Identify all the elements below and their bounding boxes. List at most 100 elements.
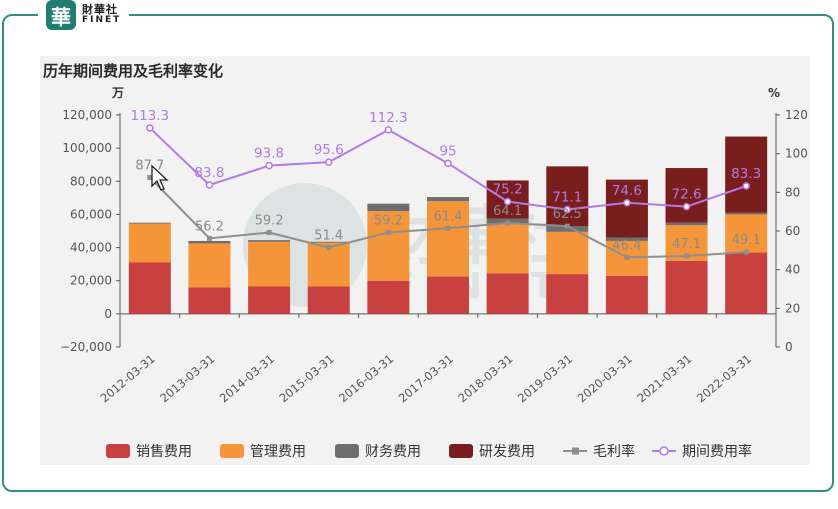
bar-finance xyxy=(128,222,171,224)
expense-rate-label: 95.6 xyxy=(314,142,344,158)
expense-rate-label: 75.2 xyxy=(493,182,523,198)
gross-margin-point xyxy=(564,223,570,229)
gross-margin-label: 62.5 xyxy=(553,207,582,222)
y-right-tick-label: 120 xyxy=(785,108,808,122)
gross-margin-label: 56.2 xyxy=(195,219,224,234)
y-right-tick-label: 60 xyxy=(785,224,800,238)
y-right-unit: % xyxy=(768,86,780,100)
gross-margin-label: 61.4 xyxy=(434,209,463,224)
x-tick-label: 2019-03-31 xyxy=(515,352,575,406)
gross-margin-label: 51.4 xyxy=(314,229,343,244)
expense-rate-label: 83.8 xyxy=(194,165,224,181)
line-series xyxy=(146,124,750,260)
brand-logo-mark: 華 xyxy=(46,0,76,30)
y-left-tick-label: 60,000 xyxy=(70,207,112,221)
bar-sales xyxy=(725,252,768,314)
expense-rate-label: 72.6 xyxy=(672,187,702,203)
bar-sales xyxy=(367,280,410,314)
bar-admin xyxy=(367,211,410,281)
gross-margin-label: 49.1 xyxy=(732,233,761,248)
expense-rate-point xyxy=(384,126,393,134)
y-left-tick-label: 100,000 xyxy=(62,141,112,155)
bar-finance xyxy=(546,226,589,232)
expense-rate-label: 95 xyxy=(439,143,456,159)
bar-sales xyxy=(188,287,231,314)
gross-margin-point xyxy=(326,245,332,251)
gross-margin-point xyxy=(624,254,630,260)
gross-margin-label: 64.1 xyxy=(493,204,522,219)
expense-rate-label: 74.6 xyxy=(612,183,642,199)
gross-margin-point xyxy=(266,230,272,236)
bar-finance xyxy=(427,197,469,202)
bar-admin xyxy=(128,223,171,263)
expense-rate-point xyxy=(324,158,333,166)
y-left-tick-label: −20,000 xyxy=(60,340,112,354)
legend-label: 期间费用率 xyxy=(682,443,752,460)
brand-logo-text: 財華社 FINET xyxy=(82,4,121,26)
gross-margin-label: 46.4 xyxy=(612,238,641,253)
y-right-tick-label: 20 xyxy=(785,301,800,315)
bar-finance xyxy=(188,240,231,244)
bar-admin xyxy=(188,243,231,288)
brand-name-cn: 財華社 xyxy=(82,3,118,16)
expense-rate-point xyxy=(563,205,572,214)
bar-rnd xyxy=(665,168,708,223)
chart-legend: 销售费用 管理费用 财务费用 研发费用 毛利率 期间费用率 xyxy=(106,443,752,460)
bar-admin xyxy=(427,201,469,277)
bar-finance xyxy=(307,241,350,243)
expense-rate-point xyxy=(503,197,512,206)
bar-series xyxy=(128,136,768,314)
legend-label: 管理费用 xyxy=(250,444,306,460)
brand-name-en: FINET xyxy=(82,15,122,25)
gross-margin-point xyxy=(385,230,391,236)
gross-margin-point xyxy=(445,225,451,231)
bar-rnd xyxy=(605,179,648,238)
expense-rate-label: 113.3 xyxy=(130,108,169,124)
frame-top-area xyxy=(0,0,838,14)
legend-swatch-0 xyxy=(106,444,130,458)
x-tick-label: 2015-03-31 xyxy=(276,352,336,406)
bar-finance xyxy=(665,222,708,226)
x-tick-label: 2017-03-31 xyxy=(396,352,456,406)
x-tick-label: 2012-03-31 xyxy=(98,352,158,406)
bar-rnd xyxy=(546,166,589,227)
y-left-tick-label: 20,000 xyxy=(70,274,112,288)
y-left-unit: 万 xyxy=(111,86,124,100)
y-left-tick-label: 40,000 xyxy=(70,241,112,255)
legend-marker-gross-margin xyxy=(572,447,579,455)
gross-margin-point xyxy=(743,249,749,255)
x-tick-label: 2021-03-31 xyxy=(634,352,694,406)
watermark-en: FINET xyxy=(390,266,567,307)
expense-rate-point xyxy=(146,124,154,132)
expense-rate-label: 93.8 xyxy=(254,146,284,162)
bar-admin xyxy=(248,241,291,287)
expense-rate-point xyxy=(205,181,214,189)
bar-finance xyxy=(367,203,410,212)
x-tick-label: 2018-03-31 xyxy=(455,352,515,406)
expense-rate-point xyxy=(265,161,273,170)
y-right-tick-label: 40 xyxy=(785,263,800,277)
bar-sales xyxy=(128,262,171,314)
gross-margin-label: 47.1 xyxy=(672,237,701,252)
watermark-cn: 財華社 xyxy=(380,199,572,274)
bar-sales xyxy=(427,276,469,314)
x-tick-label: 2022-03-31 xyxy=(694,352,754,406)
expense-rate-point xyxy=(742,182,750,190)
expense-rate-label: 71.1 xyxy=(552,190,582,206)
legend-label: 毛利率 xyxy=(593,443,635,460)
legend-label: 财务费用 xyxy=(365,444,421,460)
gross-margin-label: 87.7 xyxy=(135,158,164,173)
chart-title: 历年期间费用及毛利率变化 xyxy=(43,62,224,80)
x-tick-label: 2014-03-31 xyxy=(217,352,277,406)
legend-swatch-3 xyxy=(449,444,473,458)
y-right-tick-label: 100 xyxy=(785,147,808,161)
y-left-tick-label: 80,000 xyxy=(70,174,112,188)
x-tick-label: 2020-03-31 xyxy=(575,352,635,406)
y-left-tick-label: 120,000 xyxy=(62,108,112,122)
legend-swatch-1 xyxy=(220,444,244,458)
bar-finance xyxy=(725,212,768,215)
bar-sales xyxy=(486,273,529,314)
bar-finance xyxy=(605,237,648,241)
legend-marker-expense-rate xyxy=(659,446,669,456)
